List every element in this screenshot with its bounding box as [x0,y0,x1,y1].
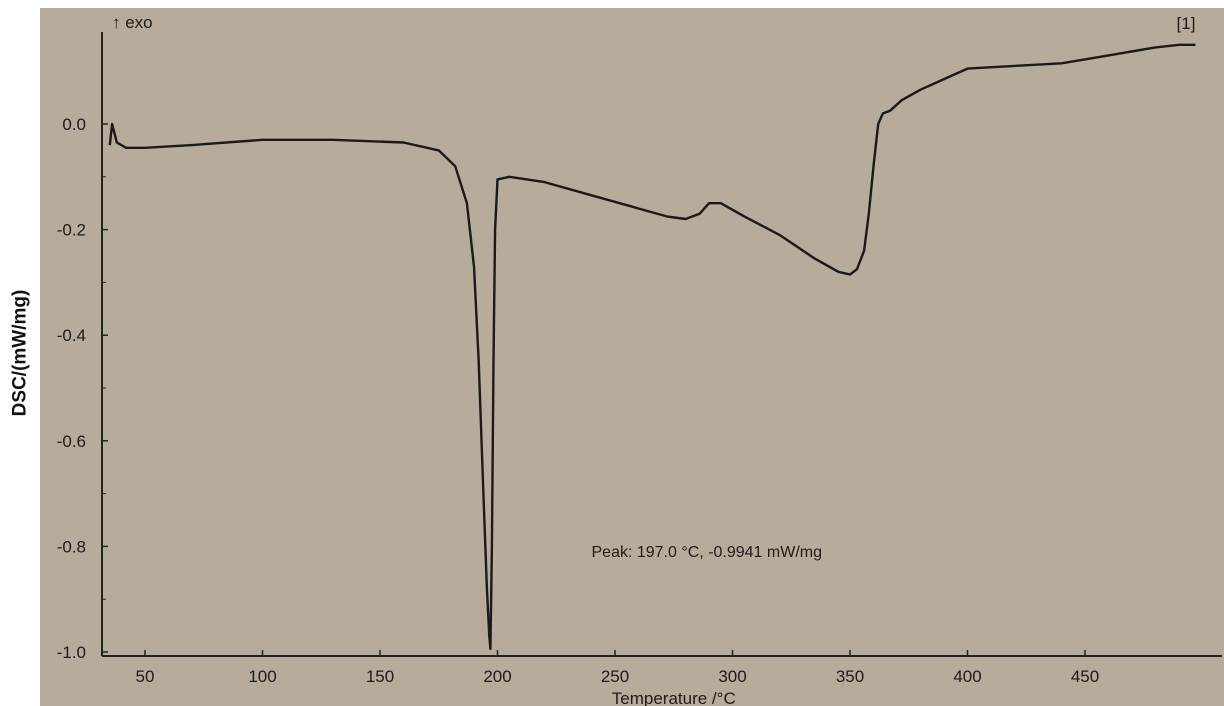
y-tick-label: -0.6 [57,432,86,451]
x-tick-label: 100 [248,667,276,686]
text-group: Temperature /°C ↑ exo Peak: 197.0 °C, -0.9… [112,13,1195,706]
x-tick-label: 50 [136,667,155,686]
y-tick-label: -0.4 [57,326,86,345]
x-tick-label: 200 [483,667,511,686]
y-tick-label: -0.8 [57,537,86,556]
y-tick-label: 0.0 [62,115,86,134]
x-tick-label: 150 [366,667,394,686]
x-tick-label: 250 [601,667,629,686]
axes-group [101,32,1222,657]
x-tick-label: 350 [836,667,864,686]
curve-index-label: [1] [1177,14,1196,33]
y-tick-label: -1.0 [57,643,86,662]
series-group [108,43,1196,650]
dsc-curve [108,43,1196,650]
x-tick-label: 300 [718,667,746,686]
exo-direction-label: ↑ exo [112,13,153,32]
x-tick-label: 450 [1071,667,1099,686]
x-tick-label: 400 [953,667,981,686]
plot-background [40,8,1224,706]
peak-annotation: Peak: 197.0 °C, -0.9941 mW/mg [592,544,823,561]
ticks-group: 0.0 -0.2 -0.4 -0.6 -0.8 -1.0 50 100 150 200 250 300… [57,115,1099,686]
x-axis-title: Temperature /°C [612,689,736,706]
y-tick-label: -0.2 [57,221,86,240]
